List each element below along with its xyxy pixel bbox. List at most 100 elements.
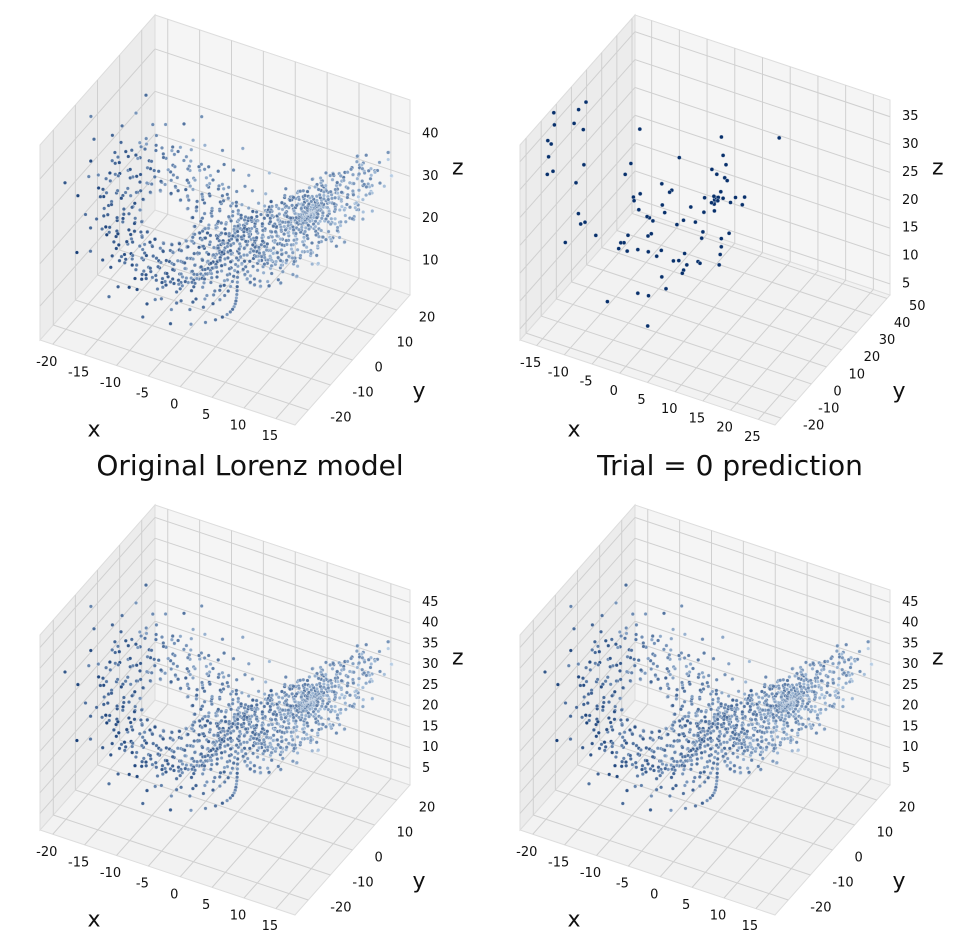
point [778, 740, 783, 745]
point [788, 738, 793, 743]
z-tick-label: 15 [422, 719, 439, 734]
point [226, 196, 231, 201]
point [288, 704, 293, 709]
point [596, 662, 601, 667]
point [101, 187, 105, 192]
point [192, 739, 197, 743]
point [278, 280, 283, 285]
point [740, 709, 745, 714]
point [138, 677, 143, 682]
point [114, 234, 119, 239]
point [584, 720, 589, 725]
point [214, 713, 218, 718]
point [227, 231, 232, 236]
point [742, 194, 747, 200]
x-axis-label: x [88, 418, 101, 443]
point [664, 726, 669, 731]
z-axis-label: z [452, 155, 464, 180]
point [717, 729, 722, 734]
point [163, 671, 168, 676]
point [103, 224, 108, 229]
grid-line [119, 249, 375, 336]
point [636, 207, 641, 212]
point [734, 707, 739, 712]
point [110, 158, 115, 163]
point [250, 677, 255, 682]
point [260, 726, 265, 731]
point [609, 637, 614, 642]
point [339, 190, 344, 195]
point [247, 259, 252, 264]
point [295, 247, 300, 252]
point [187, 307, 192, 312]
point [276, 742, 281, 747]
point [292, 238, 297, 243]
point [334, 731, 339, 736]
point [685, 671, 690, 676]
point [294, 203, 299, 208]
point [169, 730, 174, 735]
point [321, 678, 326, 683]
point [624, 760, 628, 765]
point [850, 696, 855, 701]
point [679, 651, 684, 655]
point [325, 701, 330, 706]
point [691, 788, 695, 793]
point [329, 192, 334, 197]
point [185, 166, 190, 171]
point [122, 748, 127, 753]
point [748, 698, 753, 703]
point [691, 666, 695, 671]
point [268, 216, 273, 221]
point [763, 715, 768, 720]
point [133, 642, 138, 647]
point [128, 167, 133, 172]
point [229, 218, 234, 223]
point [742, 704, 747, 709]
point [220, 182, 225, 187]
point [753, 717, 758, 722]
point [182, 121, 186, 126]
point [623, 172, 628, 177]
point [294, 274, 299, 279]
point [759, 689, 764, 694]
point [787, 714, 791, 719]
point [764, 726, 769, 731]
point [261, 250, 266, 255]
point [580, 745, 585, 750]
point [119, 254, 124, 259]
point [683, 754, 688, 759]
point [568, 737, 573, 742]
point [235, 766, 240, 771]
point [230, 766, 235, 771]
point [206, 746, 210, 751]
point [243, 184, 247, 189]
x-axis-label: x [568, 908, 581, 933]
point [327, 697, 332, 702]
point [730, 677, 735, 682]
point [735, 755, 740, 760]
point [628, 753, 633, 758]
point [796, 709, 801, 714]
point [662, 611, 666, 616]
point [127, 700, 131, 705]
point [288, 226, 292, 231]
point [750, 722, 755, 727]
point [613, 755, 618, 759]
point [284, 745, 289, 750]
point [248, 250, 253, 255]
point [723, 672, 727, 677]
point [717, 262, 722, 268]
point [220, 193, 225, 198]
point [269, 717, 274, 722]
point [700, 728, 705, 733]
point [794, 703, 799, 708]
point [271, 733, 276, 738]
point [359, 652, 364, 657]
point [245, 227, 249, 232]
point [595, 677, 600, 682]
point [726, 231, 732, 236]
point [831, 661, 835, 666]
point [333, 187, 338, 192]
point [357, 660, 362, 665]
